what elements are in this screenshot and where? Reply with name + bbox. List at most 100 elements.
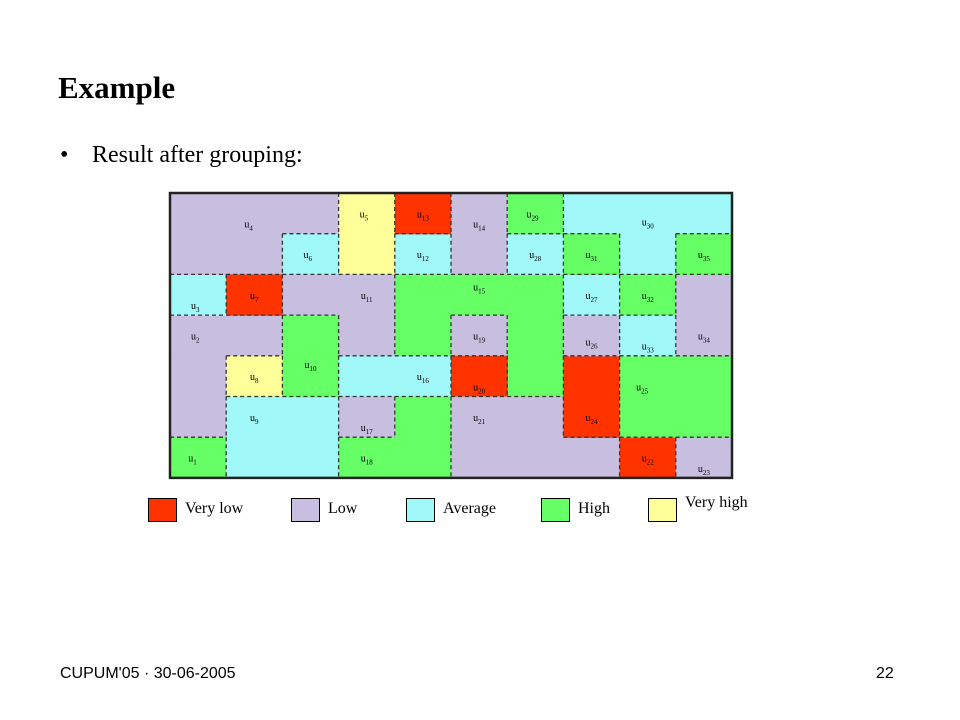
unit-label-u2: u2 [191,332,200,345]
unit-region-u1 [170,437,227,479]
unit-label-u5: u5 [360,209,369,222]
unit-label-u27: u27 [586,291,599,304]
unit-region-u6 [282,233,340,275]
unit-label-u24: u24 [586,413,599,426]
unit-region-u20 [451,355,508,398]
unit-cell-u8 [226,355,283,398]
unit-label-u3: u3 [191,301,200,314]
unit-region-u33 [619,315,677,357]
unit-region-u9 [226,396,340,479]
unit-cell-u7 [226,274,283,316]
unit-cell-u15 [394,274,452,316]
unit-cell-u11 [338,274,396,316]
unit-region-u28 [507,233,564,275]
unit-cell-u10 [282,315,340,357]
unit-region-u14 [451,193,508,275]
unit-label-u11: u11 [361,291,373,304]
unit-cell-u14 [451,193,508,235]
unit-cell-u17 [338,396,396,438]
unit-label-u29: u29 [526,209,539,222]
unit-label-u16: u16 [417,372,430,385]
legend-swatch-high [541,498,570,522]
unit-cell-u27 [563,274,621,316]
unit-label-u32: u32 [642,291,655,304]
unit-label-u7: u7 [250,291,259,304]
unit-label-u17: u17 [361,423,374,436]
unit-cell-u15 [394,315,452,357]
unit-cell-u25 [675,396,733,438]
unit-region-u35 [675,233,733,275]
unit-cell-u14 [451,233,508,275]
legend-label-average: Average [443,500,496,517]
unit-label-u21: u21 [473,413,486,426]
unit-region-u16 [338,355,452,398]
unit-label-u6: u6 [303,250,312,263]
unit-cell-u10 [282,355,340,398]
unit-cell-u15 [507,274,564,316]
unit-cell-u2 [170,355,227,398]
bullet-text: Result after grouping: [92,142,303,168]
unit-label-u23: u23 [698,464,711,477]
unit-cell-u4 [170,233,227,275]
unit-label-u18: u18 [361,454,374,467]
unit-cell-u2 [170,315,227,357]
region-borders [170,193,732,478]
unit-region-u13 [394,193,452,235]
unit-region-u3 [170,274,227,316]
unit-region-u17 [338,396,396,438]
unit-cell-u4 [282,193,340,235]
unit-label-u9: u9 [250,413,259,426]
unit-region-u19 [451,315,508,357]
unit-cell-u21 [451,396,508,438]
unit-region-u25 [619,355,733,438]
unit-cell-u34 [675,274,733,316]
unit-label-u35: u35 [698,250,711,263]
unit-region-u2 [170,315,283,438]
footer-page-number: 22 [876,665,894,682]
unit-label-u1: u1 [188,454,197,467]
unit-region-u10 [282,315,340,398]
unit-label-u26: u26 [586,338,599,351]
unit-label-u33: u33 [642,342,655,355]
grid-outer-border [168,191,734,480]
unit-region-u5 [338,193,396,275]
legend-swatch-low [291,498,320,522]
unit-cell-u5 [338,233,396,275]
unit-cell-u9 [282,396,340,438]
unit-cell-u25 [619,396,677,438]
unit-cell-u18 [338,437,396,479]
unit-cell-u5 [338,193,396,235]
legend-label-low: Low [328,500,358,517]
unit-cell-u11 [282,274,340,316]
unit-region-u30 [563,193,733,275]
unit-cell-u24 [563,396,621,438]
bullet-item: • Result after grouping: [60,142,303,169]
unit-label-u10: u10 [305,360,318,373]
unit-cell-u13 [394,193,452,235]
unit-cell-u2 [226,315,283,357]
unit-cell-u11 [338,315,396,357]
unit-cell-u34 [675,315,733,357]
unit-cell-u16 [338,355,396,398]
unit-region-u24 [563,355,621,438]
unit-cell-u30 [675,193,733,235]
unit-cell-u15 [507,315,564,357]
unit-cell-u24 [563,355,621,398]
unit-cell-u15 [507,355,564,398]
unit-cell-u9 [282,437,340,479]
legend-label-very-low: Very low [185,500,244,517]
unit-cell-u31 [563,233,621,275]
unit-cell-u1 [170,437,227,479]
unit-cell-u18 [394,396,452,438]
unit-label-u12: u12 [417,250,430,263]
unit-label-u22: u22 [642,454,655,467]
unit-label-u30: u30 [642,218,655,231]
unit-cell-u25 [675,355,733,398]
unit-label-u15: u15 [473,283,486,296]
slide-title: Example [58,70,176,105]
unit-region-u15 [394,274,564,398]
unit-label-u31: u31 [586,250,599,263]
grouping-grid-diagram: u1 u2 u3 u4 u5 u6 u7 u8 u9 u10 u11 u12 u13 u14 u15 u16 u… [168,191,734,480]
unit-cell-u4 [170,193,227,235]
legend: Very low Low Average High Very high [0,494,960,528]
